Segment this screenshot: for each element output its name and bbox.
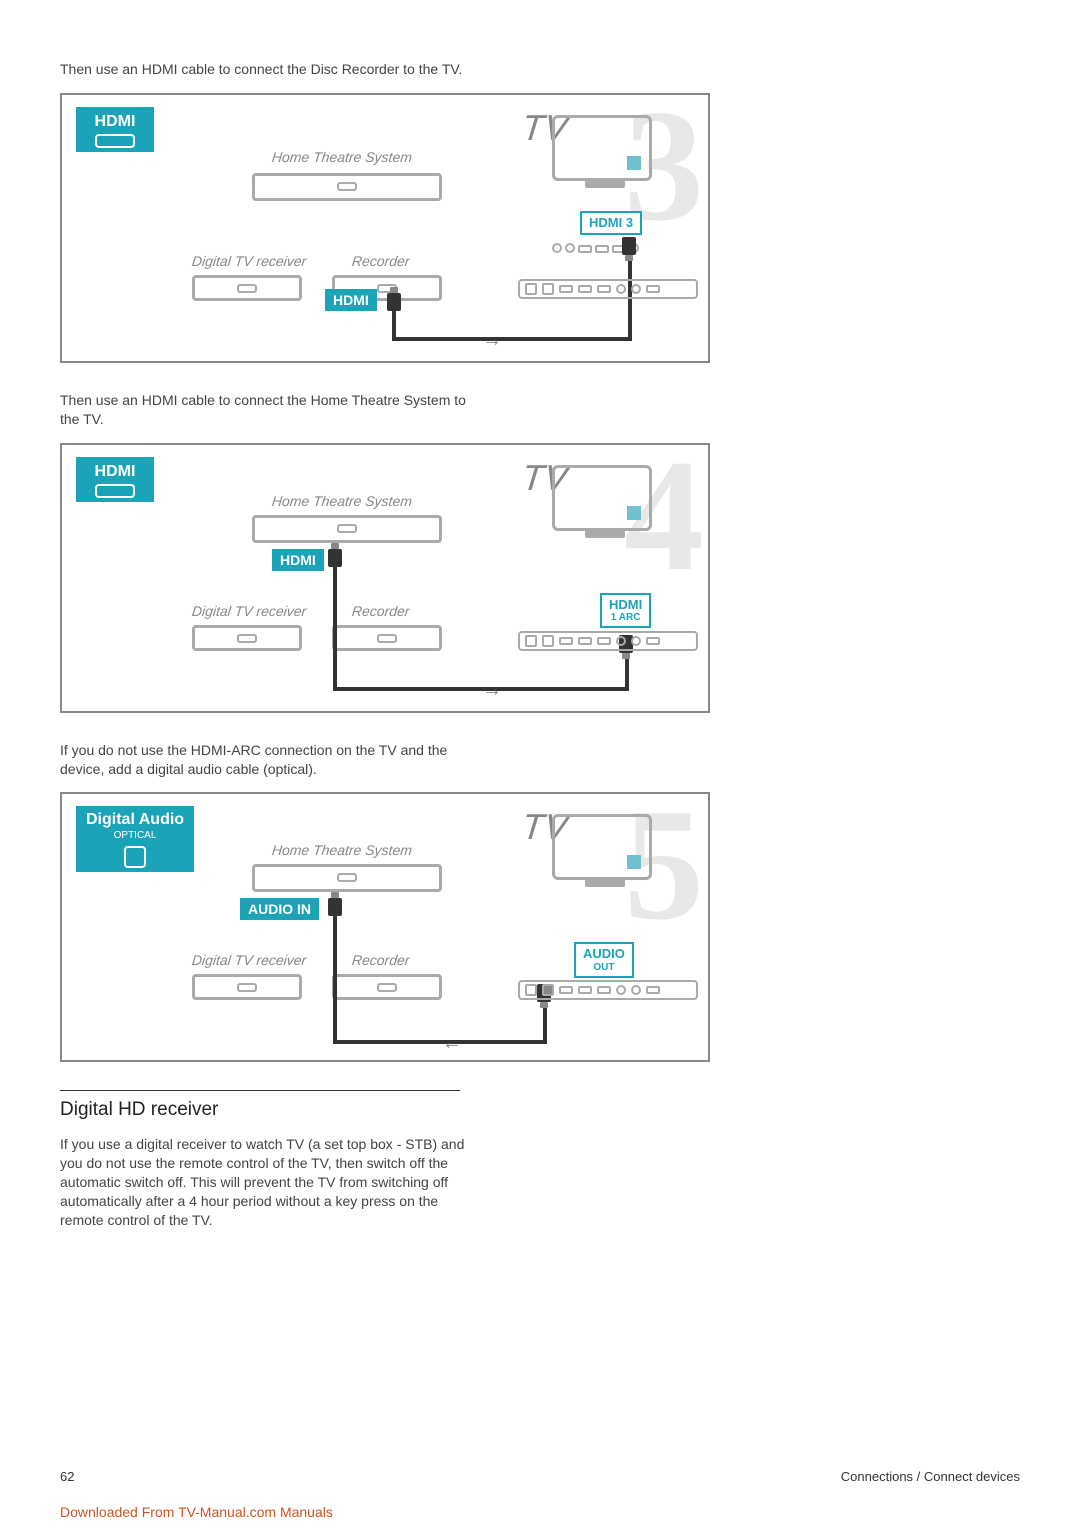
callout-title: HDMI — [95, 113, 136, 130]
hts-device-icon — [252, 515, 442, 543]
page-content: Then use an HDMI cable to connect the Di… — [0, 0, 540, 1270]
callout-sub: OPTICAL — [86, 831, 184, 842]
tv-screen-icon — [552, 115, 652, 181]
receiver-device-icon — [192, 625, 302, 651]
paragraph-3: If you do not use the HDMI-ARC connectio… — [60, 741, 480, 779]
tv-screen-icon — [552, 814, 652, 880]
recorder-label: Recorder — [351, 603, 410, 619]
hdmi-port-icon — [95, 134, 135, 148]
paragraph-1: Then use an HDMI cable to connect the Di… — [60, 60, 480, 79]
diagram-3: 3 HDMI TV Home Theatre System Digital TV… — [60, 93, 710, 363]
recorder-label: Recorder — [351, 952, 410, 968]
page-footer: 62 Connections / Connect devices — [60, 1469, 1020, 1484]
breadcrumb: Connections / Connect devices — [841, 1469, 1020, 1484]
receiver-label: Digital TV receiver — [191, 603, 307, 619]
hdmi-source-tag: HDMI — [272, 549, 324, 571]
receiver-label: Digital TV receiver — [191, 253, 307, 269]
hdmi-port-icon — [95, 484, 135, 498]
optical-plug-icon — [328, 898, 342, 916]
hdmi-callout-badge: HDMI — [76, 457, 154, 502]
download-link[interactable]: Downloaded From TV-Manual.com Manuals — [60, 1504, 333, 1520]
diagram-5: 5 Digital Audio OPTICAL TV Home Theatre … — [60, 792, 710, 1062]
hdmi-callout-badge: HDMI — [76, 107, 154, 152]
tv-upper-ports-icon — [552, 231, 662, 253]
tv-rear-ports-icon — [518, 279, 698, 299]
receiver-device-icon — [192, 275, 302, 301]
hdmi-plug-icon — [387, 293, 401, 311]
callout-title: HDMI — [95, 463, 136, 480]
hts-device-icon — [252, 864, 442, 892]
hts-label: Home Theatre System — [271, 149, 413, 165]
hdmi-plug-icon — [622, 237, 636, 255]
hdmi-plug-icon — [328, 549, 342, 567]
tv-rear-ports-icon — [518, 631, 698, 651]
audioin-source-tag: AUDIO IN — [240, 898, 319, 920]
tv-screen-icon — [552, 465, 652, 531]
paragraph-2: Then use an HDMI cable to connect the Ho… — [60, 391, 480, 429]
receiver-label: Digital TV receiver — [191, 952, 307, 968]
page-number: 62 — [60, 1469, 74, 1484]
recorder-label: Recorder — [351, 253, 410, 269]
hts-label: Home Theatre System — [271, 842, 413, 858]
arrow-right-icon: → — [482, 679, 502, 702]
optical-port-icon — [124, 846, 146, 868]
callout-title: Digital Audio — [86, 811, 184, 828]
section-heading-digital-hd: Digital HD receiver — [60, 1090, 460, 1121]
arrow-left-icon: → — [442, 1032, 462, 1055]
audioout-dest-tag: AUDIO OUT — [574, 942, 634, 977]
section-body: If you use a digital receiver to watch T… — [60, 1135, 480, 1229]
receiver-device-icon — [192, 974, 302, 1000]
arrow-right-icon: → — [482, 329, 502, 352]
diagram-4: 4 HDMI TV Home Theatre System HDMI Digit… — [60, 443, 710, 713]
tv-rear-ports-icon — [518, 980, 698, 1000]
recorder-device-icon — [332, 625, 442, 651]
hts-device-icon — [252, 173, 442, 201]
recorder-device-icon — [332, 974, 442, 1000]
hdmi-source-tag: HDMI — [325, 289, 377, 311]
hts-label: Home Theatre System — [271, 493, 413, 509]
hdmi-arc-dest-tag: HDMI 1 ARC — [600, 593, 651, 628]
digital-audio-callout-badge: Digital Audio OPTICAL — [76, 806, 194, 871]
